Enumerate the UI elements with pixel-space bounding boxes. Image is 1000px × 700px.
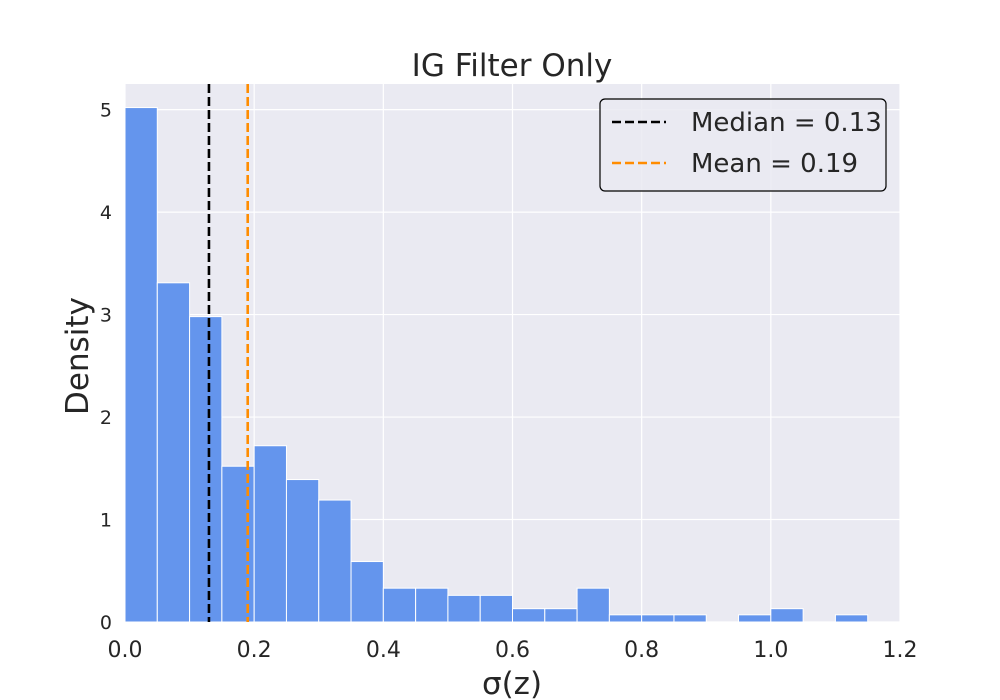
histogram-bar <box>189 316 223 623</box>
histogram-bar <box>673 614 707 623</box>
histogram-bar <box>512 608 546 623</box>
y-tick-label: 0 <box>100 612 112 634</box>
legend-box <box>599 98 887 192</box>
histogram-bar <box>318 499 352 623</box>
histogram-bar <box>834 614 869 623</box>
histogram-bar <box>350 561 384 623</box>
x-axis-label: σ(z) <box>482 666 542 700</box>
histogram-bar <box>738 614 772 623</box>
x-tick-label: 1.0 <box>753 638 788 663</box>
histogram-bar <box>285 479 320 623</box>
y-tick-label: 3 <box>100 305 112 327</box>
y-tick-label: 5 <box>100 100 112 122</box>
x-tick-label: 0.6 <box>495 638 530 663</box>
histogram-bar <box>253 445 287 623</box>
x-axis-ticks: 0.0 0.2 0.4 0.6 0.8 1.0 1.2 <box>108 638 918 663</box>
histogram-bar <box>576 587 610 623</box>
y-tick-label: 4 <box>100 202 112 224</box>
y-tick-label: 2 <box>100 407 112 429</box>
x-tick-label: 0.4 <box>366 638 401 663</box>
legend-label-mean: Mean = 0.19 <box>691 149 858 179</box>
histogram-bar <box>447 594 481 623</box>
x-tick-label: 0.2 <box>237 638 272 663</box>
histogram-bar <box>544 608 578 623</box>
histogram-bar <box>770 608 804 623</box>
y-tick-label: 1 <box>100 510 112 532</box>
reference-lines <box>207 84 250 622</box>
y-axis-ticks: 0 1 2 3 4 5 <box>100 100 112 634</box>
histogram-bar <box>608 614 643 623</box>
x-tick-label: 1.2 <box>883 638 918 663</box>
histogram-bar <box>415 587 449 623</box>
histogram-bars <box>124 107 869 623</box>
histogram-bar <box>156 282 191 623</box>
x-tick-label: 0.0 <box>108 638 143 663</box>
y-axis-label: Density <box>60 297 96 415</box>
histogram-bar <box>641 614 675 623</box>
histogram-bar <box>382 587 417 623</box>
x-tick-label: 0.8 <box>624 638 659 663</box>
histogram-bar <box>124 107 158 623</box>
legend: Median = 0.13 Mean = 0.19 <box>599 98 887 192</box>
legend-label-median: Median = 0.13 <box>691 108 882 138</box>
chart-title: IG Filter Only <box>412 48 613 84</box>
histogram-bar <box>479 594 514 623</box>
histogram-bar <box>221 465 255 623</box>
